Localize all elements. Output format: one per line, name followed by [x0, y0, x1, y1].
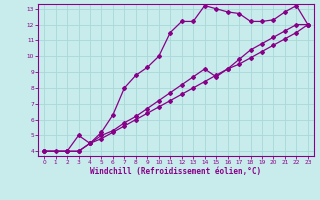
- X-axis label: Windchill (Refroidissement éolien,°C): Windchill (Refroidissement éolien,°C): [91, 167, 261, 176]
